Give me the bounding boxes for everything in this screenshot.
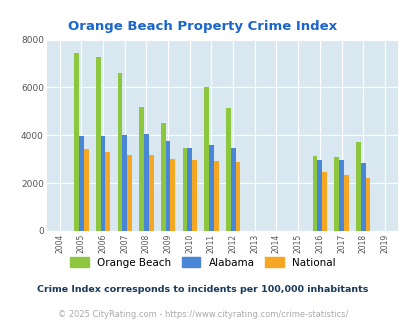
Bar [343,175,348,231]
Bar [165,141,170,231]
Bar [96,57,100,231]
Bar [235,162,240,231]
Bar [122,135,127,231]
Bar [312,156,317,231]
Bar [83,149,88,231]
Bar [182,148,187,231]
Text: © 2025 CityRating.com - https://www.cityrating.com/crime-statistics/: © 2025 CityRating.com - https://www.city… [58,311,347,319]
Bar [100,137,105,231]
Bar [117,73,122,231]
Bar [338,160,343,231]
Bar [360,163,364,231]
Bar [127,155,132,231]
Bar [148,155,153,231]
Bar [317,160,322,231]
Bar [187,148,192,231]
Bar [209,145,213,231]
Legend: Orange Beach, Alabama, National: Orange Beach, Alabama, National [67,254,338,271]
Bar [322,172,326,231]
Bar [105,152,110,231]
Bar [160,123,165,231]
Bar [355,142,360,231]
Bar [226,108,230,231]
Bar [230,148,235,231]
Bar [204,87,209,231]
Text: Orange Beach Property Crime Index: Orange Beach Property Crime Index [68,20,337,33]
Bar [139,107,144,231]
Bar [144,134,148,231]
Bar [364,178,369,231]
Bar [213,161,218,231]
Bar [79,137,83,231]
Bar [192,160,196,231]
Text: Crime Index corresponds to incidents per 100,000 inhabitants: Crime Index corresponds to incidents per… [37,285,368,294]
Bar [74,53,79,231]
Bar [334,157,338,231]
Bar [170,158,175,231]
